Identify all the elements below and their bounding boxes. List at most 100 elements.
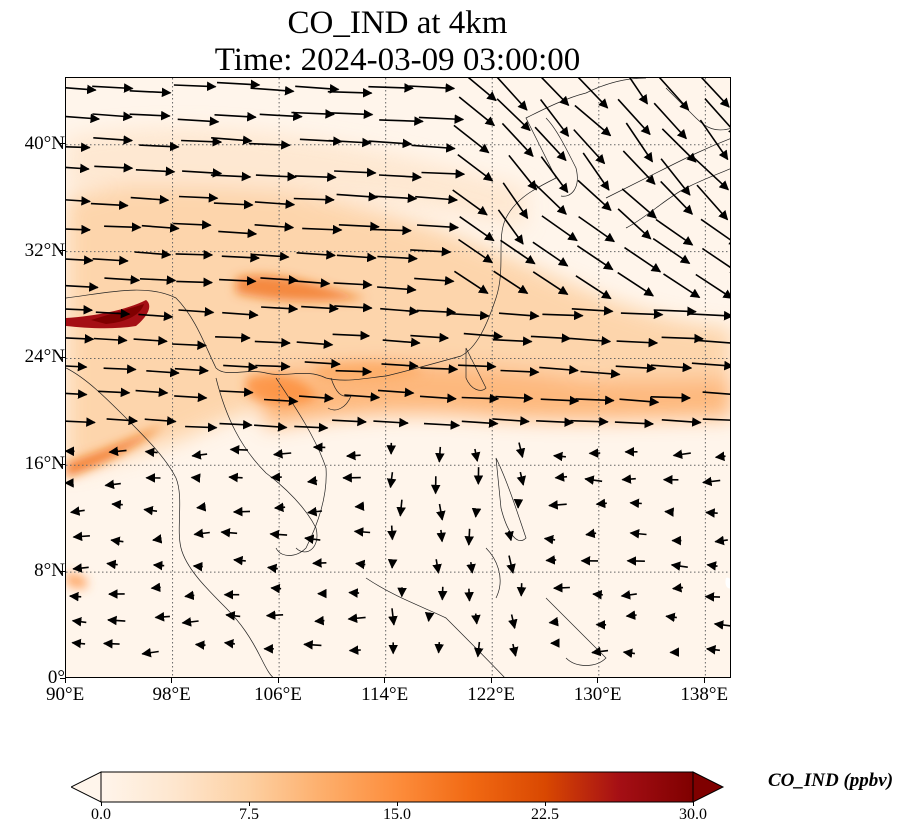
wind-arrow bbox=[542, 310, 584, 321]
colorbar-tick-mark bbox=[544, 802, 546, 806]
wind-arrow bbox=[573, 129, 606, 165]
wind-arrow bbox=[130, 194, 170, 205]
wind-arrow bbox=[129, 87, 172, 98]
wind-arrow bbox=[106, 559, 118, 570]
wind-arrow bbox=[500, 367, 540, 377]
wind-arrow bbox=[335, 366, 373, 377]
lat-tick-mark bbox=[60, 570, 65, 572]
lon-tick-label: 130°E bbox=[573, 684, 622, 705]
wind-arrow bbox=[104, 274, 141, 285]
wind-arrow bbox=[250, 251, 290, 262]
wind-arrow bbox=[704, 592, 721, 602]
wind-arrow bbox=[193, 528, 210, 539]
wind-arrow bbox=[348, 588, 360, 598]
wind-arrow bbox=[373, 417, 409, 428]
wind-arrow bbox=[498, 310, 540, 321]
wind-arrow bbox=[348, 645, 361, 655]
wind-arrow bbox=[701, 247, 730, 274]
lon-tick-mark bbox=[703, 678, 705, 683]
wind-arrow bbox=[181, 617, 199, 627]
wind-arrow bbox=[661, 333, 704, 344]
wind-arrow bbox=[416, 222, 460, 232]
wind-arrow bbox=[133, 335, 168, 346]
wind-arrow bbox=[671, 582, 684, 593]
wind-arrow bbox=[108, 446, 127, 457]
wind-arrow bbox=[625, 610, 637, 620]
wind-arrow bbox=[210, 171, 252, 182]
wind-arrow bbox=[69, 506, 85, 516]
wind-arrow bbox=[377, 253, 418, 264]
wind-arrow bbox=[545, 555, 557, 565]
wind-arrow bbox=[135, 387, 169, 398]
colorbar bbox=[71, 771, 725, 803]
map-time-subtitle: Time: 2024-03-09 03:00:00 bbox=[214, 42, 581, 78]
lon-tick-label: 138°E bbox=[680, 684, 729, 705]
wind-arrow bbox=[345, 450, 361, 461]
wind-arrow bbox=[233, 555, 246, 566]
wind-arrow bbox=[582, 152, 610, 191]
wind-arrow bbox=[215, 332, 251, 343]
wind-arrow bbox=[508, 154, 538, 191]
wind-arrow bbox=[381, 360, 419, 371]
colorbar-tick-mark bbox=[692, 802, 694, 806]
wind-arrow bbox=[697, 339, 730, 344]
wind-arrow bbox=[146, 367, 180, 378]
wind-arrow bbox=[141, 647, 159, 658]
wind-arrow bbox=[328, 137, 372, 148]
wind-arrow bbox=[139, 141, 180, 152]
wind-arrow bbox=[66, 84, 97, 95]
wind-arrow bbox=[336, 191, 379, 202]
wind-arrow bbox=[620, 309, 664, 320]
wind-arrow bbox=[497, 209, 524, 245]
wind-arrow bbox=[327, 88, 373, 98]
wind-arrow bbox=[620, 590, 637, 600]
colorbar-tick-mark bbox=[100, 802, 102, 806]
wind-arrow bbox=[382, 337, 421, 348]
wind-arrow bbox=[92, 83, 134, 93]
wind-arrow bbox=[263, 396, 299, 406]
wind-arrow bbox=[702, 418, 730, 421]
wind-arrow bbox=[453, 270, 489, 294]
wind-arrow bbox=[617, 271, 655, 297]
wind-arrow bbox=[714, 451, 726, 462]
wind-arrow bbox=[302, 224, 343, 235]
wind-arrow bbox=[379, 116, 424, 126]
wind-arrow bbox=[129, 110, 171, 121]
wind-arrow bbox=[554, 472, 568, 482]
wind-arrow bbox=[272, 449, 292, 459]
wind-arrow bbox=[548, 500, 567, 510]
wind-arrow bbox=[66, 163, 90, 174]
wind-arrow bbox=[416, 307, 457, 317]
wind-arrow bbox=[625, 122, 654, 163]
wind-arrow bbox=[378, 172, 422, 182]
wind-arrow bbox=[652, 237, 691, 265]
wind-arrow bbox=[540, 78, 570, 106]
wind-arrow bbox=[713, 620, 730, 630]
wind-arrow bbox=[178, 307, 215, 317]
wind-arrow bbox=[661, 128, 697, 163]
wind-arrow bbox=[660, 158, 691, 196]
colorbar-label: CO_IND (ppbv) bbox=[768, 770, 894, 791]
wind-arrow bbox=[621, 474, 636, 484]
wind-arrow bbox=[269, 529, 288, 540]
wind-arrow bbox=[464, 528, 475, 546]
lat-tick-label: 40°N bbox=[24, 132, 65, 154]
wind-arrow bbox=[380, 306, 420, 316]
wind-arrow bbox=[314, 615, 325, 626]
wind-arrow bbox=[154, 612, 170, 622]
wind-arrow bbox=[492, 336, 533, 346]
colorbar-tick-label: 0.0 bbox=[91, 806, 111, 823]
wind-arrow bbox=[453, 124, 490, 154]
wind-arrow bbox=[693, 157, 730, 191]
wind-arrow bbox=[515, 442, 526, 459]
wind-arrow bbox=[255, 171, 298, 182]
wind-arrow bbox=[629, 498, 642, 509]
wind-arrow bbox=[458, 96, 496, 127]
wind-arrow bbox=[665, 612, 677, 623]
wind-arrow bbox=[368, 83, 414, 93]
wind-arrow bbox=[432, 559, 442, 574]
wind-arrow bbox=[66, 282, 99, 292]
wind-arrow bbox=[90, 200, 129, 210]
wind-arrow bbox=[229, 444, 248, 455]
wind-arrow bbox=[704, 98, 730, 136]
